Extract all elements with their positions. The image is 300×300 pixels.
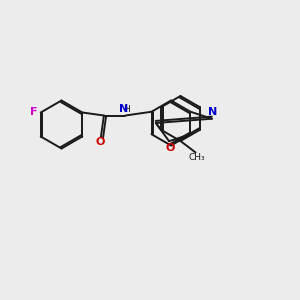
- Text: N: N: [119, 104, 129, 115]
- Text: CH₃: CH₃: [188, 153, 205, 162]
- Text: F: F: [30, 107, 38, 117]
- Text: O: O: [166, 143, 175, 153]
- Text: N: N: [208, 107, 217, 117]
- Text: H: H: [124, 105, 130, 114]
- Text: O: O: [96, 137, 105, 148]
